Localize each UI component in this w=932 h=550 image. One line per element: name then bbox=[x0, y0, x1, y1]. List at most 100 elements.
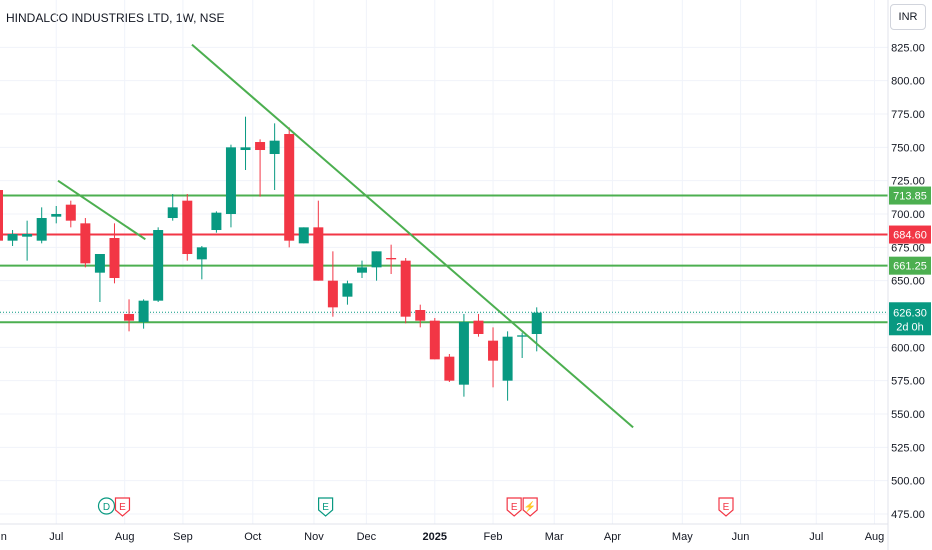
level-price-tag bbox=[889, 256, 931, 275]
y-tick-label: 775.00 bbox=[891, 109, 925, 121]
candle-body bbox=[357, 267, 367, 273]
candle-body bbox=[240, 147, 251, 151]
dividend-event-icon bbox=[97, 497, 116, 515]
candle-body bbox=[182, 200, 193, 255]
trendline bbox=[57, 179, 146, 241]
event-icon-label: E bbox=[511, 502, 518, 513]
x-tick-label: Aug bbox=[865, 531, 885, 543]
candle-body bbox=[255, 142, 266, 151]
y-tick-label: 575.00 bbox=[891, 376, 925, 388]
x-tick-label: Dec bbox=[357, 531, 377, 543]
candle-body bbox=[488, 340, 499, 361]
candle-body bbox=[0, 190, 3, 241]
split-event-icon bbox=[522, 497, 538, 517]
last-price-label: 626.30 bbox=[893, 307, 927, 319]
x-tick-label: Aug bbox=[115, 531, 135, 543]
x-tick-label: May bbox=[672, 531, 693, 543]
x-tick-label: Mar bbox=[545, 531, 564, 543]
x-tick-label: Jun bbox=[0, 531, 7, 543]
candle-body bbox=[211, 212, 222, 231]
candle-body bbox=[313, 227, 324, 281]
event-markers: D E E E ⚡ E bbox=[97, 497, 734, 517]
y-tick-label: 500.00 bbox=[891, 476, 925, 488]
y-tick-label: 675.00 bbox=[891, 242, 925, 254]
chart-title: HINDALCO INDUSTRIES LTD, 1W, NSE bbox=[6, 11, 225, 25]
candles bbox=[0, 116, 542, 401]
earnings-event-icon bbox=[506, 497, 522, 517]
candle-body bbox=[109, 238, 120, 279]
y-tick-label: 650.00 bbox=[891, 276, 925, 288]
level-price-label: 661.25 bbox=[893, 261, 927, 273]
bar-countdown-label: 2d 0h bbox=[896, 321, 924, 333]
event-icon-label: E bbox=[322, 502, 329, 513]
candle-body bbox=[415, 310, 426, 321]
event-icon-label: E bbox=[723, 502, 730, 513]
candle-body bbox=[429, 320, 440, 360]
candle-body bbox=[284, 134, 295, 241]
x-tick-label: Jun bbox=[732, 531, 750, 543]
y-tick-label: 750.00 bbox=[891, 142, 925, 154]
trendlines bbox=[57, 43, 634, 429]
y-tick-label: 525.00 bbox=[891, 442, 925, 454]
y-tick-label: 725.00 bbox=[891, 176, 925, 188]
candle-body bbox=[342, 283, 353, 297]
candle-body bbox=[327, 280, 338, 308]
candle-body bbox=[458, 322, 469, 385]
candle-body bbox=[269, 140, 280, 155]
level-price-tag bbox=[889, 186, 931, 205]
x-tick-label: Oct bbox=[244, 531, 261, 543]
candle-body bbox=[400, 260, 411, 317]
x-tick-label: Jul bbox=[809, 531, 823, 543]
trendline bbox=[191, 43, 634, 429]
candle-body bbox=[225, 147, 236, 215]
event-icon-label: D bbox=[103, 502, 110, 513]
candle-body bbox=[371, 251, 382, 268]
candle-body bbox=[531, 312, 542, 335]
x-tick-label: Nov bbox=[304, 531, 324, 543]
candle-body bbox=[473, 320, 484, 335]
y-tick-label: 800.00 bbox=[891, 76, 925, 88]
candle-body bbox=[502, 336, 513, 381]
y-tick-label: 475.00 bbox=[891, 509, 925, 521]
y-tick-label: 600.00 bbox=[891, 342, 925, 354]
candle-body bbox=[94, 254, 105, 273]
candle-body bbox=[124, 314, 135, 321]
candle-body bbox=[444, 356, 455, 381]
event-icon-label: E bbox=[119, 502, 126, 513]
candle-body bbox=[65, 204, 76, 221]
event-icon-label: ⚡ bbox=[524, 500, 536, 513]
candle-body bbox=[386, 258, 397, 260]
candle-body bbox=[138, 300, 149, 323]
currency-button[interactable]: INR bbox=[890, 4, 926, 30]
y-tick-label: 550.00 bbox=[891, 409, 925, 421]
earnings-event-icon bbox=[114, 497, 131, 517]
grid bbox=[0, 0, 888, 524]
level-price-tag bbox=[889, 225, 931, 244]
x-tick-label: Sep bbox=[173, 531, 193, 543]
earnings-event-icon bbox=[318, 497, 334, 517]
last-price-tag bbox=[889, 302, 931, 336]
level-price-label: 684.60 bbox=[893, 230, 927, 242]
horizontal-levels bbox=[0, 194, 888, 324]
y-tick-label: 825.00 bbox=[891, 42, 925, 54]
candle-body bbox=[167, 207, 178, 219]
candle-body bbox=[196, 247, 207, 260]
candle-body bbox=[517, 335, 528, 337]
x-tick-label: Jul bbox=[49, 531, 63, 543]
candle-body bbox=[153, 230, 164, 301]
x-tick-label: Feb bbox=[484, 531, 503, 543]
candle-body bbox=[36, 218, 47, 241]
y-tick-label: 700.00 bbox=[891, 209, 925, 221]
candle-body bbox=[51, 214, 62, 217]
price-axis: 475.00500.00525.00550.00575.00600.00625.… bbox=[887, 0, 931, 550]
time-axis: Jun Jul Aug Sep Oct Nov Dec 2025 Feb Mar Apr May Jun… bbox=[0, 523, 888, 543]
candle-body bbox=[80, 223, 91, 264]
candle-body bbox=[22, 234, 33, 237]
x-tick-label: Apr bbox=[604, 531, 621, 543]
candle-body bbox=[298, 227, 309, 244]
earnings-event-icon bbox=[718, 497, 734, 517]
x-tick-label: 2025 bbox=[423, 531, 447, 543]
candle-body bbox=[7, 234, 18, 241]
level-price-label: 713.85 bbox=[893, 191, 927, 203]
